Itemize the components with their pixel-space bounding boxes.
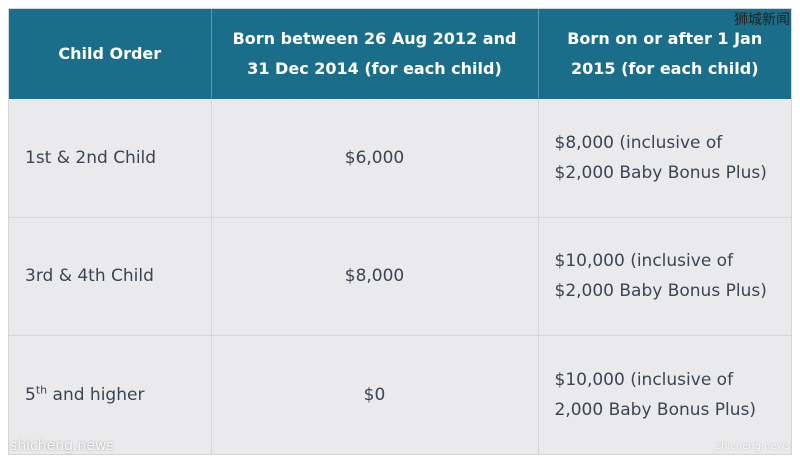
amount-2015-line1: $10,000 (inclusive of [554,251,734,272]
cell-child-order: 3rd & 4th Child [9,217,212,337]
amount-2015-line2: $2,000 Baby Bonus Plus) [554,281,767,302]
table-body: 1st & 2nd Child $6,000 $8,000 (inclusive… [9,99,791,454]
order-suffix-text: and higher [47,385,145,406]
amount-2015-line1: $10,000 (inclusive of [554,370,734,391]
cell-amount-2012-2014: $6,000 [211,99,539,218]
watermark-top-right: 狮城新闻 [734,12,790,28]
header-row: Child Order Born between 26 Aug 2012 and… [9,9,791,99]
cell-amount-2015: $10,000 (inclusive of 2,000 Baby Bonus P… [538,335,791,454]
amount-2015-line1: $8,000 (inclusive of [554,132,723,153]
watermark-bottom-left: shicheng.news [10,438,114,454]
baby-bonus-table: Child Order Born between 26 Aug 2012 and… [9,9,791,454]
table-row: 3rd & 4th Child $8,000 $10,000 (inclusiv… [9,217,791,337]
amount-2015-line2: $2,000 Baby Bonus Plus) [554,162,767,183]
cell-amount-2015: $10,000 (inclusive of $2,000 Baby Bonus … [538,217,791,337]
baby-bonus-table-container: Child Order Born between 26 Aug 2012 and… [8,8,792,455]
cell-child-order: 5th and higher [9,335,212,454]
table-header: Child Order Born between 26 Aug 2012 and… [9,9,791,99]
header-born-2015-onwards: Born on or after 1 Jan 2015 (for each ch… [538,9,791,99]
table-row: 5th and higher $0 $10,000 (inclusive of … [9,335,791,454]
amount-2015-line2: 2,000 Baby Bonus Plus) [554,400,757,421]
order-number: 5 [25,385,36,406]
table-row: 1st & 2nd Child $6,000 $8,000 (inclusive… [9,99,791,218]
cell-child-order: 1st & 2nd Child [9,99,212,218]
cell-amount-2012-2014: $8,000 [211,217,539,337]
watermark-bottom-right: shicheng.news [715,441,790,452]
cell-amount-2015: $8,000 (inclusive of $2,000 Baby Bonus P… [538,99,791,218]
header-born-2012-2014: Born between 26 Aug 2012 and 31 Dec 2014… [211,9,539,99]
cell-amount-2012-2014: $0 [211,335,539,454]
order-ordinal-suffix: th [35,383,48,397]
header-child-order: Child Order [9,9,212,99]
